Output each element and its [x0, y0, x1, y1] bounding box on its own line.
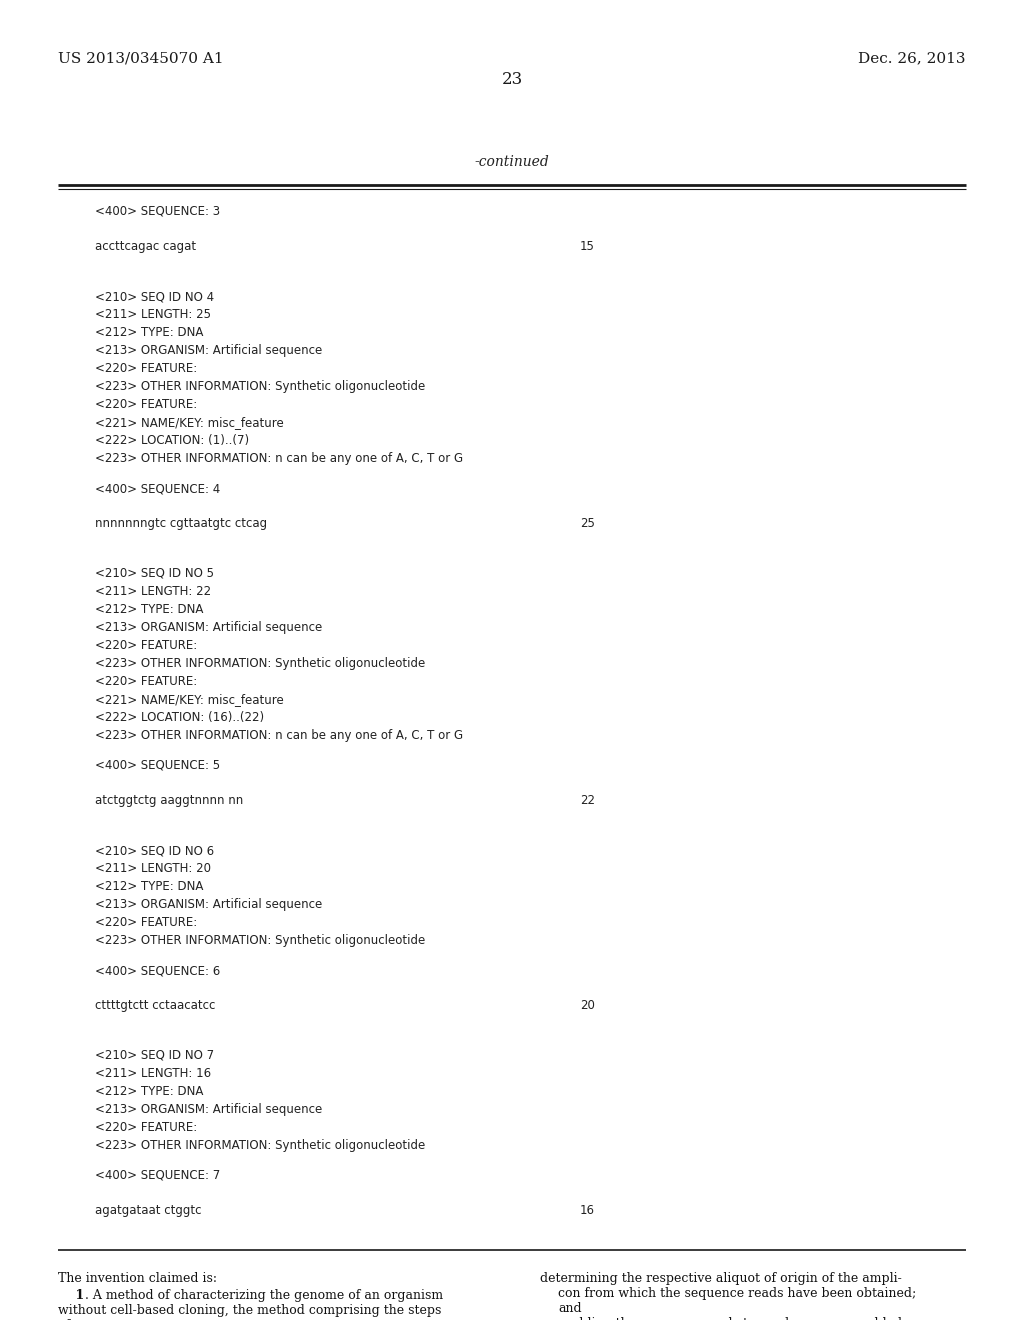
Text: . A method of characterizing the genome of an organism: . A method of characterizing the genome …: [85, 1290, 443, 1302]
Text: <213> ORGANISM: Artificial sequence: <213> ORGANISM: Artificial sequence: [95, 898, 323, 911]
Text: <223> OTHER INFORMATION: n can be any one of A, C, T or G: <223> OTHER INFORMATION: n can be any on…: [95, 729, 463, 742]
Text: <220> FEATURE:: <220> FEATURE:: [95, 675, 198, 688]
Text: <210> SEQ ID NO 4: <210> SEQ ID NO 4: [95, 290, 214, 304]
Text: <221> NAME/KEY: misc_feature: <221> NAME/KEY: misc_feature: [95, 416, 284, 429]
Text: <210> SEQ ID NO 6: <210> SEQ ID NO 6: [95, 843, 214, 857]
Text: <213> ORGANISM: Artificial sequence: <213> ORGANISM: Artificial sequence: [95, 620, 323, 634]
Text: 20: 20: [580, 999, 595, 1012]
Text: <211> LENGTH: 25: <211> LENGTH: 25: [95, 308, 211, 321]
Text: <211> LENGTH: 16: <211> LENGTH: 16: [95, 1067, 211, 1080]
Text: <210> SEQ ID NO 7: <210> SEQ ID NO 7: [95, 1049, 214, 1063]
Text: <223> OTHER INFORMATION: n can be any one of A, C, T or G: <223> OTHER INFORMATION: n can be any on…: [95, 451, 463, 465]
Text: <212> TYPE: DNA: <212> TYPE: DNA: [95, 603, 204, 616]
Text: <223> OTHER INFORMATION: Synthetic oligonucleotide: <223> OTHER INFORMATION: Synthetic oligo…: [95, 380, 425, 393]
Text: <222> LOCATION: (1)..(7): <222> LOCATION: (1)..(7): [95, 434, 249, 447]
Text: 22: 22: [580, 795, 595, 807]
Text: 16: 16: [580, 1204, 595, 1217]
Text: <400> SEQUENCE: 5: <400> SEQUENCE: 5: [95, 759, 220, 772]
Text: <223> OTHER INFORMATION: Synthetic oligonucleotide: <223> OTHER INFORMATION: Synthetic oligo…: [95, 935, 425, 946]
Text: <400> SEQUENCE: 7: <400> SEQUENCE: 7: [95, 1170, 220, 1181]
Text: <212> TYPE: DNA: <212> TYPE: DNA: [95, 1085, 204, 1098]
Text: Dec. 26, 2013: Dec. 26, 2013: [858, 51, 966, 65]
Text: <213> ORGANISM: Artificial sequence: <213> ORGANISM: Artificial sequence: [95, 1104, 323, 1115]
Text: <210> SEQ ID NO 5: <210> SEQ ID NO 5: [95, 568, 214, 579]
Text: <211> LENGTH: 22: <211> LENGTH: 22: [95, 585, 211, 598]
Text: <223> OTHER INFORMATION: Synthetic oligonucleotide: <223> OTHER INFORMATION: Synthetic oligo…: [95, 657, 425, 671]
Text: The invention claimed is:: The invention claimed is:: [58, 1272, 217, 1284]
Text: agatgataat ctggtc: agatgataat ctggtc: [95, 1204, 202, 1217]
Text: <211> LENGTH: 20: <211> LENGTH: 20: [95, 862, 211, 875]
Text: <400> SEQUENCE: 6: <400> SEQUENCE: 6: [95, 964, 220, 977]
Text: accttcagac cagat: accttcagac cagat: [95, 240, 197, 253]
Text: 25: 25: [580, 517, 595, 531]
Text: and: and: [558, 1302, 582, 1315]
Text: con from which the sequence reads have been obtained;: con from which the sequence reads have b…: [558, 1287, 916, 1300]
Text: <400> SEQUENCE: 3: <400> SEQUENCE: 3: [95, 205, 220, 218]
Text: <220> FEATURE:: <220> FEATURE:: [95, 1121, 198, 1134]
Text: 15: 15: [580, 240, 595, 253]
Text: <223> OTHER INFORMATION: Synthetic oligonucleotide: <223> OTHER INFORMATION: Synthetic oligo…: [95, 1139, 425, 1152]
Text: nnnnnnngtc cgttaatgtc ctcag: nnnnnnngtc cgttaatgtc ctcag: [95, 517, 267, 531]
Text: 23: 23: [502, 71, 522, 88]
Text: atctggtctg aaggtnnnn nn: atctggtctg aaggtnnnn nn: [95, 795, 244, 807]
Text: without cell-based cloning, the method comprising the steps: without cell-based cloning, the method c…: [58, 1304, 441, 1317]
Text: <221> NAME/KEY: misc_feature: <221> NAME/KEY: misc_feature: [95, 693, 284, 706]
Text: <212> TYPE: DNA: <212> TYPE: DNA: [95, 880, 204, 894]
Text: 1: 1: [58, 1290, 84, 1302]
Text: <220> FEATURE:: <220> FEATURE:: [95, 639, 198, 652]
Text: assembling the sequence reads to produce an assembled: assembling the sequence reads to produce…: [540, 1317, 902, 1320]
Text: <220> FEATURE:: <220> FEATURE:: [95, 362, 198, 375]
Text: -continued: -continued: [475, 154, 549, 169]
Text: <222> LOCATION: (16)..(22): <222> LOCATION: (16)..(22): [95, 711, 264, 723]
Text: cttttgtctt cctaacatcc: cttttgtctt cctaacatcc: [95, 999, 215, 1012]
Text: US 2013/0345070 A1: US 2013/0345070 A1: [58, 51, 223, 65]
Text: <400> SEQUENCE: 4: <400> SEQUENCE: 4: [95, 482, 220, 495]
Text: <220> FEATURE:: <220> FEATURE:: [95, 399, 198, 411]
Text: <220> FEATURE:: <220> FEATURE:: [95, 916, 198, 929]
Text: determining the respective aliquot of origin of the ampli-: determining the respective aliquot of or…: [540, 1272, 902, 1284]
Text: <212> TYPE: DNA: <212> TYPE: DNA: [95, 326, 204, 339]
Text: <213> ORGANISM: Artificial sequence: <213> ORGANISM: Artificial sequence: [95, 345, 323, 356]
